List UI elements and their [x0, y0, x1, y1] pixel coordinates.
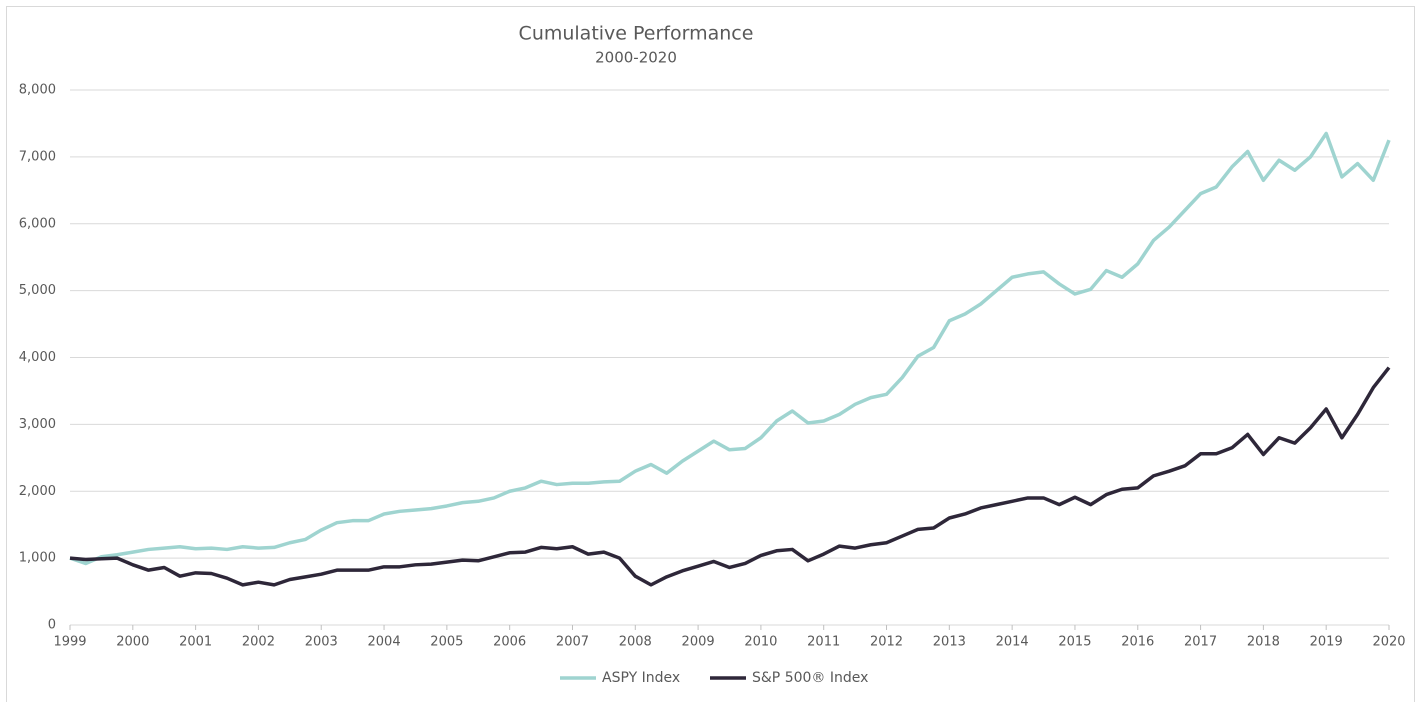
chart-border: [6, 6, 1415, 702]
x-tick-label: 2001: [179, 635, 212, 650]
x-tick-label: 2004: [368, 635, 401, 650]
x-tick-label: 2019: [1310, 635, 1343, 650]
x-tick-label: 2017: [1184, 635, 1217, 650]
y-tick-label: 3,000: [19, 417, 56, 432]
y-tick-label: 6,000: [19, 216, 56, 231]
x-tick-label: 2000: [116, 635, 149, 650]
x-tick-label: 1999: [53, 635, 86, 650]
chart-title: Cumulative Performance: [519, 23, 754, 45]
y-tick-label: 1,000: [19, 551, 56, 566]
series-line: [69, 366, 1391, 587]
legend-label: S&P 500® Index: [752, 670, 868, 686]
legend-label: ASPY Index: [602, 670, 680, 686]
x-tick-label: 2007: [556, 635, 589, 650]
y-tick-label: 5,000: [19, 283, 56, 298]
x-tick-label: 2011: [807, 635, 840, 650]
x-tick-label: 2002: [242, 635, 275, 650]
y-tick-label: 7,000: [19, 149, 56, 164]
y-tick-label: 0: [48, 618, 56, 633]
y-tick-label: 8,000: [19, 83, 56, 98]
x-tick-label: 2014: [996, 635, 1029, 650]
y-tick-label: 2,000: [19, 484, 56, 499]
x-tick-label: 2012: [870, 635, 903, 650]
x-tick-label: 2008: [619, 635, 652, 650]
x-tick-label: 2006: [493, 635, 526, 650]
x-tick-label: 2015: [1058, 635, 1091, 650]
y-tick-label: 4,000: [19, 350, 56, 365]
x-tick-label: 2009: [682, 635, 715, 650]
x-tick-label: 2013: [933, 635, 966, 650]
chart-subtitle: 2000-2020: [595, 49, 677, 67]
x-tick-label: 2003: [305, 635, 338, 650]
x-tick-label: 2005: [430, 635, 463, 650]
x-tick-label: 2020: [1372, 635, 1405, 650]
series-line: [69, 131, 1391, 566]
x-tick-label: 2016: [1121, 635, 1154, 650]
x-tick-label: 2018: [1247, 635, 1280, 650]
x-tick-label: 2010: [744, 635, 777, 650]
